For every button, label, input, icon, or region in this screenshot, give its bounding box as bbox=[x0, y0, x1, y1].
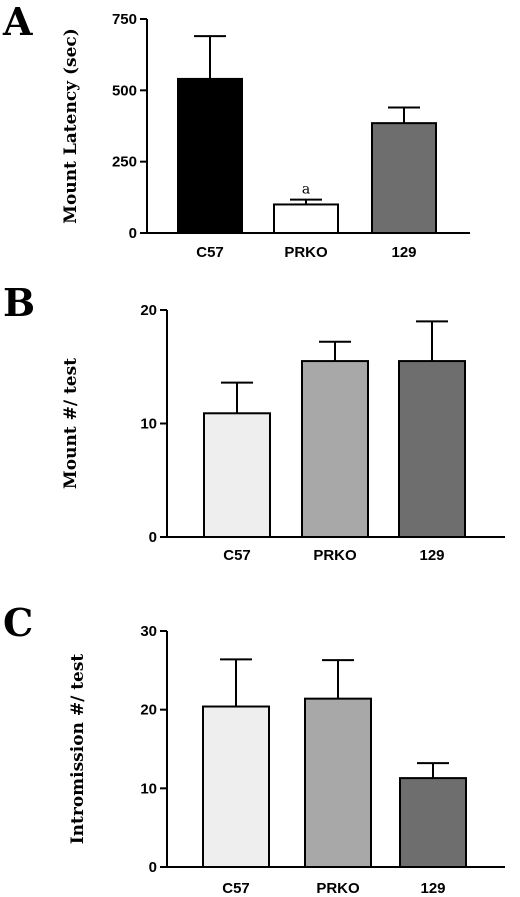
bar-prko bbox=[301, 360, 369, 539]
bar-129 bbox=[398, 360, 466, 539]
x-tick-label: PRKO bbox=[313, 547, 357, 564]
bar-c57 bbox=[177, 77, 243, 234]
y-tick-label: 250 bbox=[112, 154, 137, 171]
panel-a: A Mount Latency (sec) 0 250 500 750 C57 PRKO a 12… bbox=[2, 0, 470, 261]
significance-annotation: a bbox=[302, 182, 310, 198]
y-tick-label: 10 bbox=[140, 780, 157, 797]
panel-b: B Mount #/ test 0 10 20 C57 PRKO 129 bbox=[3, 280, 505, 564]
panel-c: C Intromission #/ test 0 10 20 30 C57 PRKO 129 bbox=[3, 600, 505, 897]
bar-c57 bbox=[203, 412, 271, 538]
y-axis-label: Mount Latency (sec) bbox=[61, 28, 81, 224]
y-tick-label: 0 bbox=[149, 859, 157, 876]
y-tick-label: 500 bbox=[112, 82, 137, 99]
x-tick-label: 129 bbox=[419, 547, 444, 564]
bar-prko bbox=[273, 203, 339, 234]
x-tick-label: C57 bbox=[196, 244, 224, 261]
y-axis-label: Intromission #/ test bbox=[68, 654, 88, 845]
y-tick-label: 20 bbox=[140, 302, 157, 319]
x-tick-label: C57 bbox=[223, 547, 251, 564]
x-tick-label: C57 bbox=[222, 880, 250, 897]
y-axis-label: Mount #/ test bbox=[61, 358, 81, 489]
y-tick-label: 750 bbox=[112, 11, 137, 28]
x-tick-label: PRKO bbox=[284, 244, 328, 261]
bar-c57 bbox=[202, 705, 270, 869]
y-tick-label: 0 bbox=[149, 529, 157, 546]
panel-letter: B bbox=[3, 280, 35, 325]
x-tick-label: PRKO bbox=[316, 880, 360, 897]
y-tick-label: 30 bbox=[140, 623, 157, 640]
x-tick-label: 129 bbox=[420, 880, 445, 897]
bar-129 bbox=[399, 777, 467, 869]
bar-129 bbox=[371, 122, 437, 234]
y-tick-label: 20 bbox=[140, 702, 157, 719]
panel-letter: C bbox=[3, 600, 33, 645]
bar-prko bbox=[304, 697, 372, 868]
y-tick-label: 10 bbox=[140, 416, 157, 433]
panel-letter: A bbox=[2, 0, 33, 44]
x-tick-label: 129 bbox=[391, 244, 416, 261]
y-tick-label: 0 bbox=[129, 225, 137, 242]
